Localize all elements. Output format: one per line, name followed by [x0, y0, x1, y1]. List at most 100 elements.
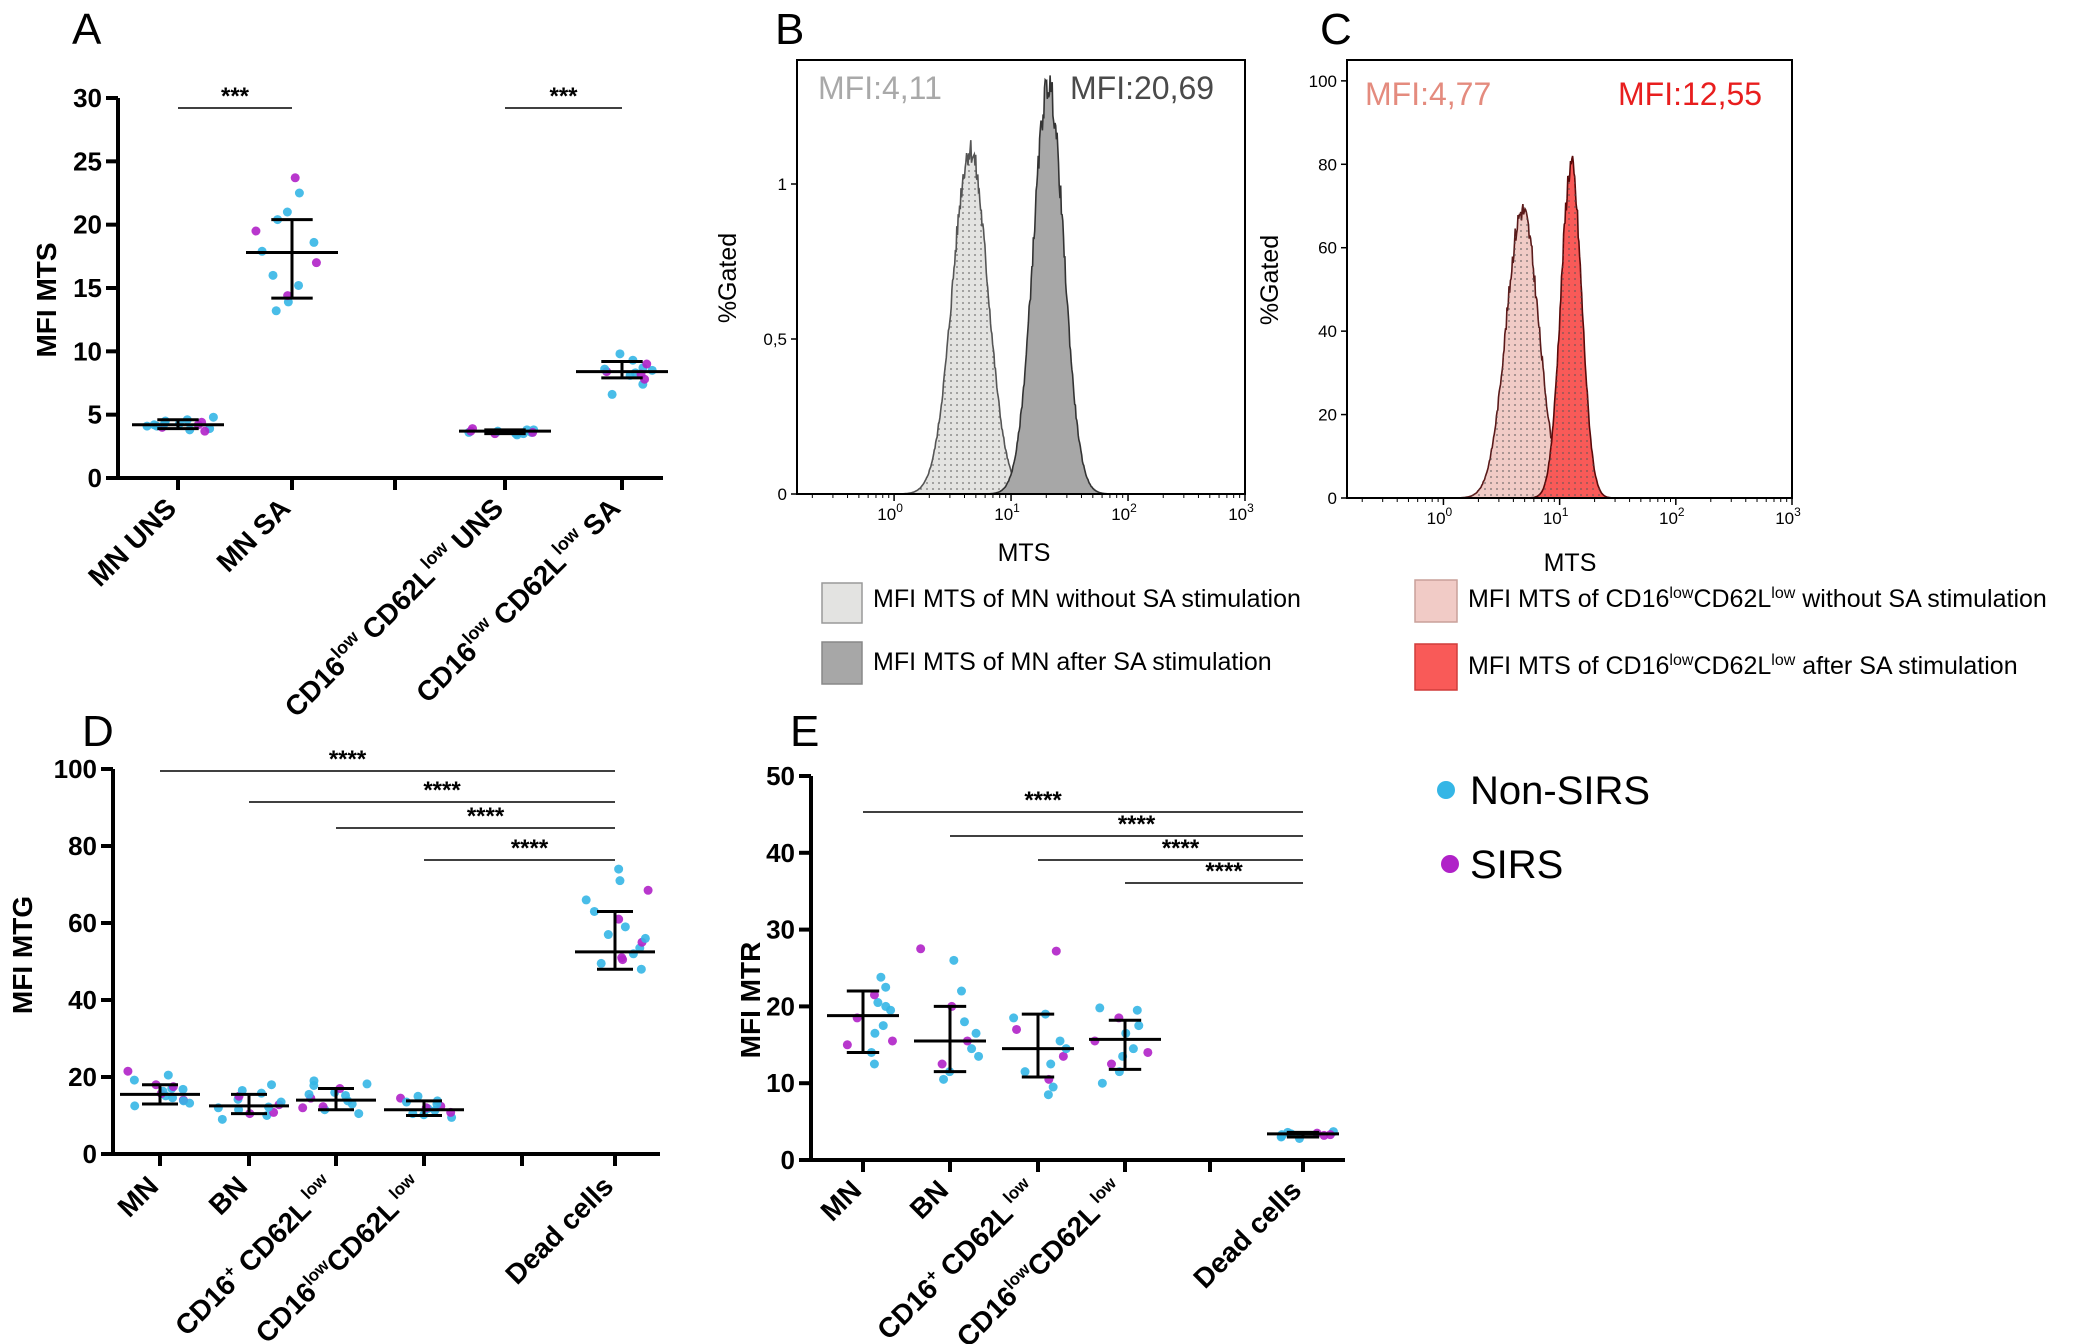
data-point [290, 173, 300, 183]
legend-non-sirs-dot [1437, 781, 1455, 799]
significance-label: *** [549, 83, 578, 110]
legend-non-sirs-label: Non-SIRS [1470, 769, 1650, 813]
panel-d-cat-dead: Dead cells [499, 1170, 619, 1290]
y-tick-label: 40 [766, 838, 795, 868]
data-point [881, 1001, 891, 1011]
x-tick-label: 102 [1659, 505, 1685, 528]
data-point [939, 1074, 949, 1084]
data-point [1046, 1059, 1056, 1069]
data-point [870, 1028, 880, 1038]
significance-label: **** [1205, 858, 1243, 885]
y-tick-label: 25 [73, 146, 102, 176]
data-point [937, 1059, 947, 1069]
data-point [615, 876, 625, 886]
legend-label-mn-uns: MFI MTS of MN without SA stimulation [873, 585, 1301, 613]
data-point [309, 237, 319, 247]
y-tick-label: 60 [68, 908, 97, 938]
y-tick-label: 0,5 [763, 330, 787, 349]
data-point [876, 972, 886, 982]
legend-sirs-dot [1441, 855, 1459, 873]
data-point [869, 1059, 879, 1069]
data-point [959, 1017, 969, 1027]
legend-swatch-mn-uns [821, 582, 863, 624]
data-point [618, 955, 628, 965]
data-point [123, 1066, 133, 1076]
data-point [268, 270, 278, 280]
x-tick-label: 100 [1427, 505, 1453, 528]
data-point [1012, 1024, 1022, 1034]
panel-b-xlabel: MTS [998, 539, 1051, 567]
y-tick-label: 0 [83, 1139, 97, 1169]
legend-label-cd-uns: MFI MTS of CD16lowCD62Llow without SA st… [1468, 585, 2047, 613]
data-point [251, 226, 261, 236]
data-point [1134, 1021, 1144, 1031]
panel-c-ylabel: %Gated [1256, 235, 1284, 325]
data-point [130, 1101, 140, 1111]
significance-label: **** [1118, 811, 1156, 838]
data-point [311, 258, 321, 268]
panel-b-mfi-uns: MFI:4,11 [818, 70, 942, 106]
histogram-legend: MFI MTS of MN without SA stimulation MFI… [821, 579, 2047, 691]
group-legend: Non-SIRS SIRS [1437, 769, 1650, 887]
y-tick-label: 20 [1318, 406, 1337, 425]
legend-swatch-cd-sa [1414, 643, 1458, 691]
y-tick-label: 80 [1318, 155, 1337, 174]
x-tick-exponent: 1 [1013, 501, 1020, 515]
panel-d-cat-bn: BN [203, 1170, 254, 1221]
data-point [1058, 1051, 1068, 1061]
data-point [956, 986, 966, 996]
data-point [603, 930, 613, 940]
panel-e-cat-dead: Dead cells [1187, 1174, 1307, 1294]
data-point [179, 1096, 189, 1106]
significance-label: **** [329, 746, 367, 773]
data-point [887, 1036, 897, 1046]
panel-letter-e: E [790, 707, 819, 756]
data-point [643, 885, 653, 895]
data-point [1055, 1036, 1065, 1046]
y-tick-label: 80 [68, 831, 97, 861]
panel-c-xlabel: MTS [1544, 549, 1597, 577]
significance-label: **** [511, 835, 549, 862]
data-point [596, 958, 606, 968]
legend-sirs-label: SIRS [1470, 843, 1563, 887]
y-tick-label: 5 [88, 400, 102, 430]
data-point [1009, 1013, 1019, 1023]
data-point [208, 412, 218, 422]
data-point [1090, 1036, 1100, 1046]
panel-b-frame [796, 59, 1246, 495]
data-point [869, 990, 879, 1000]
data-point [1048, 1082, 1058, 1092]
legend-swatch-mn-sa [821, 641, 863, 685]
data-point [1097, 1078, 1107, 1088]
data-point [640, 933, 650, 943]
data-point [636, 964, 646, 974]
panel-d-ylabel: MFI MTG [7, 896, 38, 1014]
panel-d-cat-mn: MN [112, 1170, 165, 1223]
x-tick-exponent: 3 [1247, 501, 1254, 515]
data-point [1132, 1005, 1142, 1015]
y-tick-label: 0 [88, 463, 102, 493]
x-tick-exponent: 0 [896, 501, 903, 515]
histogram-dots [899, 140, 1040, 494]
data-point [967, 1044, 977, 1054]
y-tick-label: 10 [766, 1068, 795, 1098]
data-point [615, 349, 625, 359]
data-point [642, 359, 652, 369]
panel-letter-c: C [1320, 5, 1352, 54]
significance-label: **** [423, 777, 461, 804]
data-point [589, 906, 599, 916]
x-tick-label: 103 [1228, 501, 1254, 524]
data-point [267, 1080, 277, 1090]
panel-e-cat-mn: MN [815, 1174, 868, 1227]
histogram-dots [1529, 156, 1613, 498]
data-point [178, 1084, 188, 1094]
data-point [1143, 1047, 1153, 1057]
x-tick-exponent: 0 [1446, 505, 1453, 519]
panel-c-mfi-sa: MFI:12,55 [1618, 76, 1762, 112]
histogram-dots [1457, 204, 1588, 498]
x-tick-label: 101 [994, 501, 1020, 524]
data-point [413, 1091, 423, 1101]
